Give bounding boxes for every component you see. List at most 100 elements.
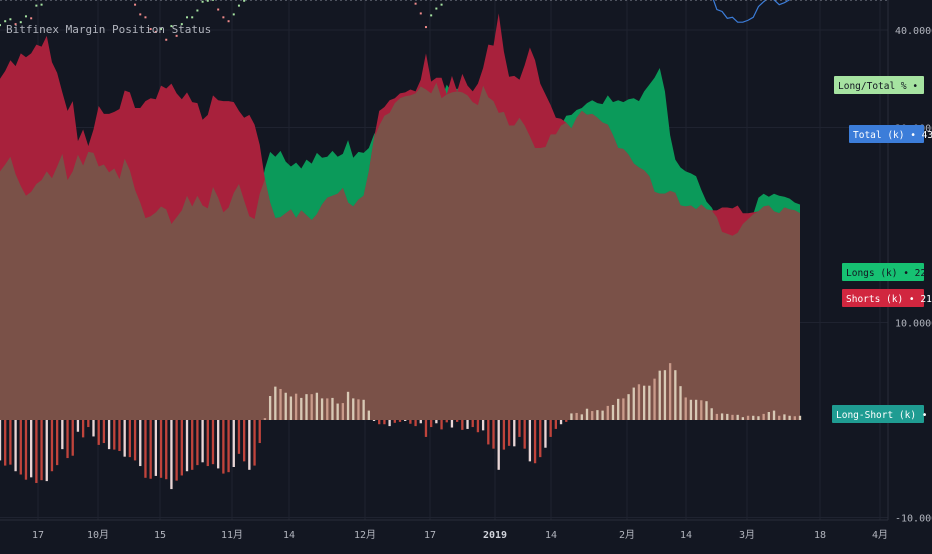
long-short-bar <box>9 420 12 465</box>
long-short-bar <box>268 396 272 420</box>
long-short-bar <box>705 401 708 420</box>
ratio-dot <box>4 20 7 23</box>
long-short-bar <box>222 420 225 474</box>
long-short-bar <box>778 415 781 420</box>
long-short-bar <box>606 405 609 420</box>
long-short-bar <box>388 420 391 427</box>
long-short-bar <box>139 420 142 467</box>
last-value-label: Long-Short (k) • 0.9260 <box>832 405 932 423</box>
long-short-bar <box>372 420 376 421</box>
long-short-bar <box>331 397 334 420</box>
long-short-bar <box>242 420 246 462</box>
long-short-bar <box>92 420 95 437</box>
x-tick-label: 14 <box>545 530 557 541</box>
ratio-dot <box>191 16 194 19</box>
ratio-dot <box>424 26 427 29</box>
long-short-bar <box>648 385 651 420</box>
x-tick-label: 17 <box>424 530 436 541</box>
long-short-bar <box>455 420 459 422</box>
long-short-bar <box>258 420 261 444</box>
long-short-bar <box>253 420 256 466</box>
last-value-label-text: Long/Total % • 51.0709 <box>838 81 932 92</box>
long-short-bar <box>201 420 204 463</box>
long-short-bar <box>123 420 126 457</box>
long-short-bar <box>180 420 183 476</box>
long-short-bar <box>419 420 422 424</box>
long-short-bar <box>185 420 189 472</box>
ratio-dot <box>149 28 152 31</box>
long-short-bar <box>622 398 625 420</box>
long-short-bar <box>497 420 500 470</box>
long-short-bar <box>102 420 106 444</box>
long-short-bar <box>165 420 168 480</box>
long-short-bar <box>248 420 251 470</box>
long-short-bar <box>133 420 137 461</box>
ratio-dot <box>232 13 235 16</box>
long-short-bar <box>352 398 355 420</box>
long-short-bar <box>617 398 620 420</box>
ratio-dot <box>227 20 230 23</box>
long-short-bar <box>97 420 100 445</box>
x-tick-label: 11月 <box>221 529 243 541</box>
long-short-bar <box>362 399 365 420</box>
long-short-bar <box>279 388 282 420</box>
long-short-bar <box>294 393 298 420</box>
long-short-bar <box>715 413 719 420</box>
long-short-bar <box>726 413 729 420</box>
x-tick-label: 4月 <box>872 529 888 541</box>
x-tick-label: 15 <box>154 530 166 541</box>
ratio-dot <box>134 3 137 6</box>
long-short-bar <box>191 420 194 470</box>
long-short-bar <box>798 415 802 420</box>
last-value-label: Long/Total % • 51.0709 <box>834 76 932 94</box>
long-short-bar <box>793 416 796 420</box>
long-short-bar <box>585 408 589 420</box>
long-short-bar <box>45 420 48 482</box>
long-short-bar <box>580 414 583 420</box>
long-short-bar <box>55 420 59 466</box>
long-short-bar <box>336 403 339 420</box>
long-short-bar <box>746 415 750 420</box>
long-short-bar <box>310 394 313 420</box>
y-tick-label: 40.0000 <box>895 26 932 37</box>
long-short-bar <box>315 392 319 420</box>
long-short-bar <box>76 420 80 432</box>
ratio-dot <box>206 0 209 2</box>
ratio-dot <box>9 18 12 21</box>
long-short-bar <box>326 398 329 420</box>
long-short-bar <box>357 399 360 420</box>
x-tick-label: 3月 <box>739 529 755 541</box>
long-short-bar <box>414 420 417 427</box>
long-short-bar <box>700 400 703 420</box>
long-short-bar <box>471 420 474 428</box>
long-short-bar <box>227 420 230 473</box>
ratio-dot <box>440 3 443 6</box>
long-short-bar <box>637 384 641 420</box>
ratio-dot <box>165 38 168 41</box>
ratio-dot <box>14 23 17 26</box>
long-short-bar <box>476 420 480 433</box>
ratio-dot <box>144 16 147 19</box>
ratio-dot <box>186 16 189 19</box>
long-short-bar <box>627 394 630 420</box>
ratio-dot <box>30 17 33 20</box>
long-short-bar <box>720 413 724 420</box>
long-short-bar <box>492 420 495 449</box>
ratio-dot <box>24 15 27 18</box>
long-short-bar <box>159 420 163 478</box>
long-short-bar <box>502 420 506 450</box>
long-short-bar <box>632 387 635 420</box>
long-short-bar <box>175 420 178 481</box>
overlap-area <box>0 82 800 421</box>
long-short-bar <box>320 398 324 420</box>
area-layer <box>0 13 800 421</box>
long-short-bar <box>684 397 687 420</box>
long-short-bar <box>61 420 64 450</box>
last-value-label-text: Total (k) • 43.2359 <box>853 130 932 141</box>
long-short-bar <box>341 403 345 420</box>
long-short-bar <box>544 420 547 448</box>
long-short-bar <box>752 415 755 420</box>
ratio-dot <box>170 25 173 28</box>
x-tick-label: 2019 <box>483 530 507 541</box>
long-short-bar <box>481 420 485 431</box>
